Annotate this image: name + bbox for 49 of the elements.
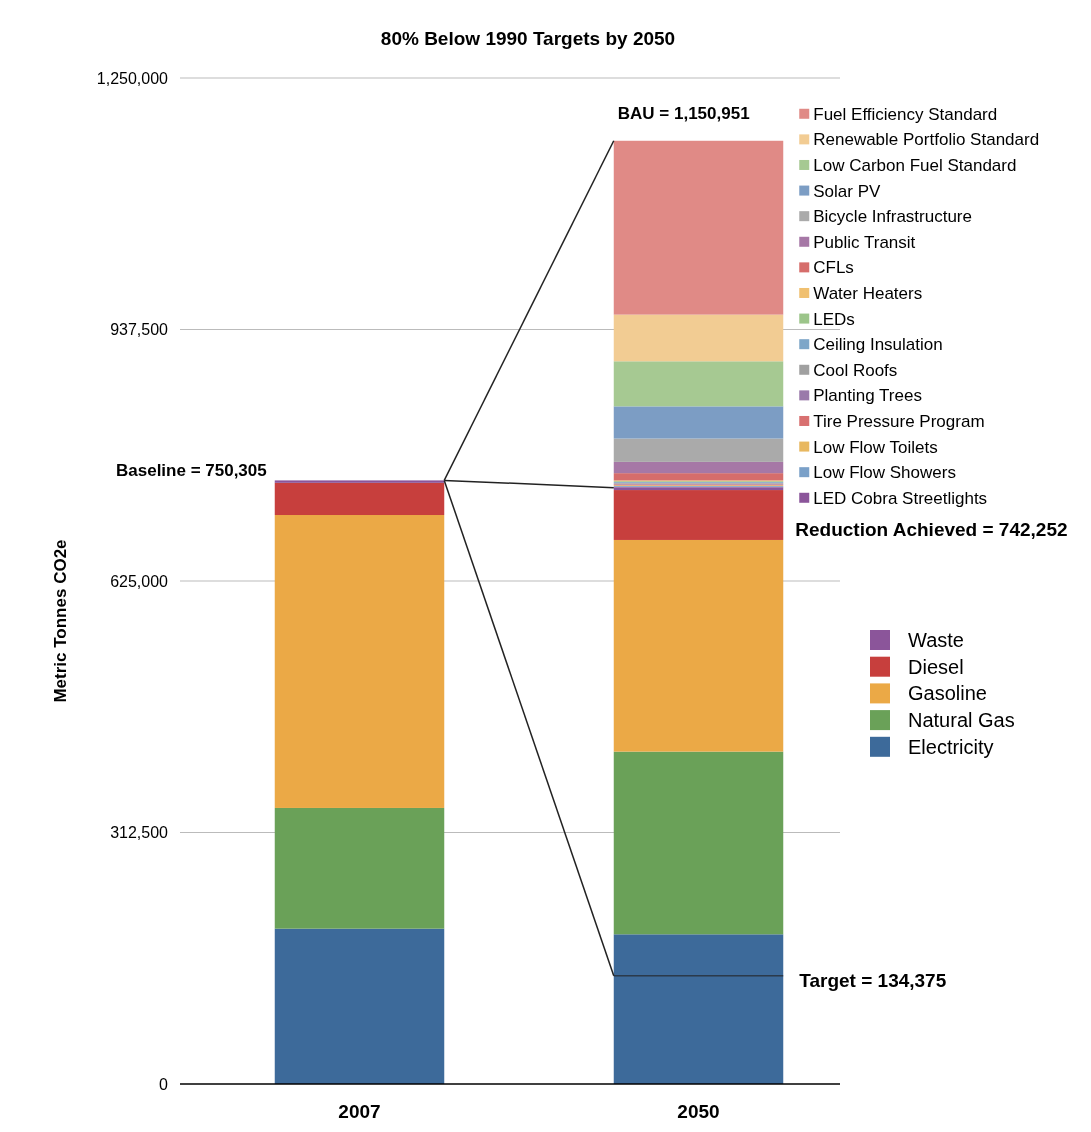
legend-label: Low Flow Showers	[813, 463, 956, 483]
legend-label: CFLs	[813, 258, 854, 278]
legend-label: LED Cobra Streetlights	[813, 488, 988, 508]
bar	[274, 807, 445, 929]
bar	[613, 314, 784, 362]
annotation: BAU = 1,150,951	[617, 103, 750, 123]
y-axis-title: Metric Tonnes CO2e	[51, 539, 70, 703]
legend-label: Low Flow Toilets	[813, 437, 938, 457]
bar	[613, 438, 784, 462]
legend-label: Diesel	[908, 655, 964, 678]
y-tick-label: 312,500	[110, 824, 169, 842]
x-tick-label: 2007	[338, 1101, 381, 1122]
legend-label: Low Carbon Fuel Standard	[813, 155, 1017, 175]
legend-label: Water Heaters	[813, 283, 923, 303]
legend-label: Tire Pressure Program	[813, 411, 985, 431]
legend-label: Planting Trees	[813, 386, 922, 406]
legend-label: Solar PV	[813, 181, 881, 201]
bar	[613, 406, 784, 439]
legend-label: Bicycle Infrastructure	[813, 207, 972, 227]
legend-label: Renewable Portfolio Standard	[813, 130, 1040, 150]
bar	[613, 490, 784, 540]
legend-label: Cool Roofs	[813, 360, 898, 380]
annotation: Baseline = 750,305	[115, 461, 267, 481]
bar	[613, 751, 784, 935]
ref-line-label: Target = 134,375	[799, 969, 947, 991]
legend-label: Gasoline	[908, 682, 987, 705]
bar	[613, 539, 784, 752]
y-tick-label: 1,250,000	[96, 69, 169, 87]
legend-label: LEDs	[813, 309, 855, 329]
bar	[613, 461, 784, 474]
y-tick-label: 625,000	[110, 572, 169, 590]
legend-label: Ceiling Insulation	[813, 335, 943, 355]
bar	[274, 515, 445, 808]
legend-label: Electricity	[908, 735, 994, 758]
bar	[613, 361, 784, 407]
bar	[274, 482, 445, 516]
legend-label: Fuel Efficiency Standard	[813, 104, 998, 124]
chart-title: 80% Below 1990 Targets by 2050	[380, 28, 676, 49]
legend-label: Natural Gas	[908, 709, 1015, 732]
bar	[613, 473, 784, 481]
annotation: Reduction Achieved = 742,252	[795, 518, 1068, 540]
bar	[274, 928, 445, 1084]
legend-label: Public Transit	[813, 232, 916, 252]
bar	[274, 480, 445, 483]
x-tick-label: 2050	[677, 1101, 720, 1122]
legend-label: Waste	[908, 629, 964, 651]
y-tick-label: 937,500	[110, 321, 169, 339]
bar	[613, 140, 784, 315]
y-tick-label: 0	[159, 1075, 169, 1093]
